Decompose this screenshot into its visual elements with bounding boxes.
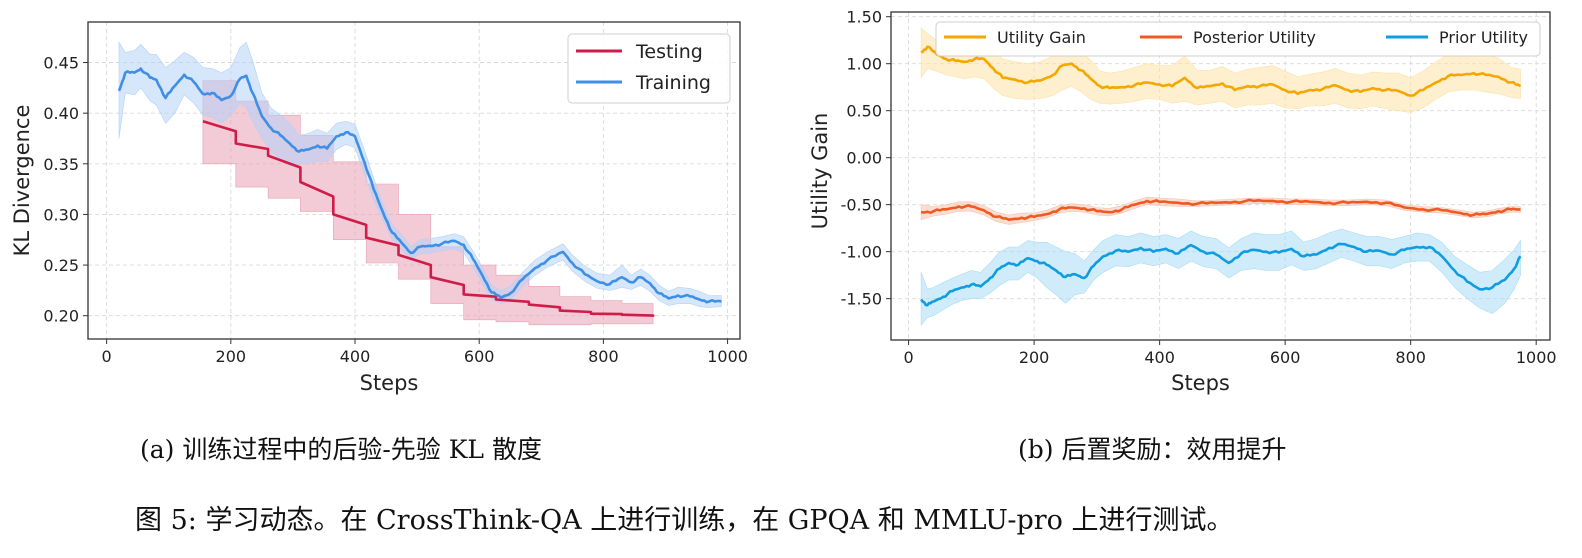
band-prior-utility [920, 228, 1521, 326]
line-utility-gain [920, 45, 1522, 97]
legend: Testing Training [567, 33, 731, 104]
axes-frame [87, 21, 741, 340]
x-tick-label: 0 [903, 348, 913, 367]
y-tick-label: 0.30 [43, 205, 79, 224]
x-tick-label: 1000 [1516, 348, 1557, 367]
y-axis-label: KL Divergence [10, 105, 34, 257]
y-tick-label: -1.50 [841, 290, 882, 309]
tick-marks: 0 200 400 600 800 1000 -1.50 -1.00 -0.50 0.00 0.50… [841, 8, 1557, 367]
y-tick-label: 0.20 [43, 307, 79, 326]
line-training [117, 67, 722, 304]
legend-label-testing: Testing [635, 41, 703, 63]
x-tick-label: 200 [1019, 348, 1050, 367]
x-tick-label: 800 [1395, 348, 1426, 367]
series-lines [920, 45, 1522, 307]
y-tick-label: 1.00 [846, 55, 882, 74]
chart-kl-divergence: 0 200 400 600 800 1000 0.20 0.25 0.30 0.35 0.40 0.4… [10, 21, 748, 395]
y-tick-label: 0.35 [43, 155, 79, 174]
subfigure-caption-a: (a) 训练过程中的后验-先验 KL 散度 [140, 435, 542, 464]
chart-utility-gain: 0 200 400 600 800 1000 -1.50 -1.00 -0.50 0.00 0.50… [808, 8, 1557, 395]
tick-marks: 0 200 400 600 800 1000 0.20 0.25 0.30 0.35 0.40 0.4… [43, 54, 748, 366]
legend-label-prior-utility: Prior Utility [1439, 28, 1528, 47]
legend: Utility Gain Posterior Utility Prior Uti… [935, 21, 1541, 57]
axes-frame [890, 11, 1551, 341]
band-posterior-utility [920, 196, 1521, 225]
x-tick-label: 400 [340, 347, 371, 366]
line-testing [202, 120, 655, 317]
x-axis-label: Steps [1171, 371, 1230, 395]
x-tick-label: 400 [1144, 348, 1175, 367]
figure-caption: 图 5: 学习动态。在 CrossThink-QA 上进行训练，在 GPQA 和… [135, 505, 1234, 536]
x-tick-label: 1000 [707, 347, 748, 366]
y-axis-label: Utility Gain [808, 113, 832, 230]
y-tick-label: -0.50 [841, 196, 882, 215]
line-prior-utility [920, 242, 1522, 307]
x-tick-label: 800 [588, 347, 619, 366]
line-posterior-utility [920, 198, 1521, 221]
y-tick-label: 0.00 [846, 149, 882, 168]
series-lines [117, 67, 722, 317]
x-tick-label: 200 [216, 347, 247, 366]
legend-label-utility-gain: Utility Gain [997, 28, 1086, 47]
y-tick-label: 1.50 [846, 8, 882, 27]
band-training [118, 41, 722, 308]
y-tick-label: 0.50 [846, 102, 882, 121]
y-tick-label: 0.40 [43, 104, 79, 123]
x-tick-label: 600 [464, 347, 495, 366]
legend-label-posterior-utility: Posterior Utility [1193, 28, 1316, 47]
y-tick-label: 0.25 [43, 256, 79, 275]
x-tick-label: 600 [1270, 348, 1301, 367]
x-tick-label: 0 [102, 347, 112, 366]
y-tick-label: 0.45 [43, 54, 79, 73]
x-axis-label: Steps [360, 371, 419, 395]
subfigure-caption-b: (b) 后置奖励：效用提升 [1018, 435, 1287, 464]
legend-box [935, 21, 1541, 57]
legend-label-training: Training [635, 72, 711, 94]
confidence-bands [920, 27, 1521, 326]
y-tick-label: -1.00 [841, 243, 882, 262]
